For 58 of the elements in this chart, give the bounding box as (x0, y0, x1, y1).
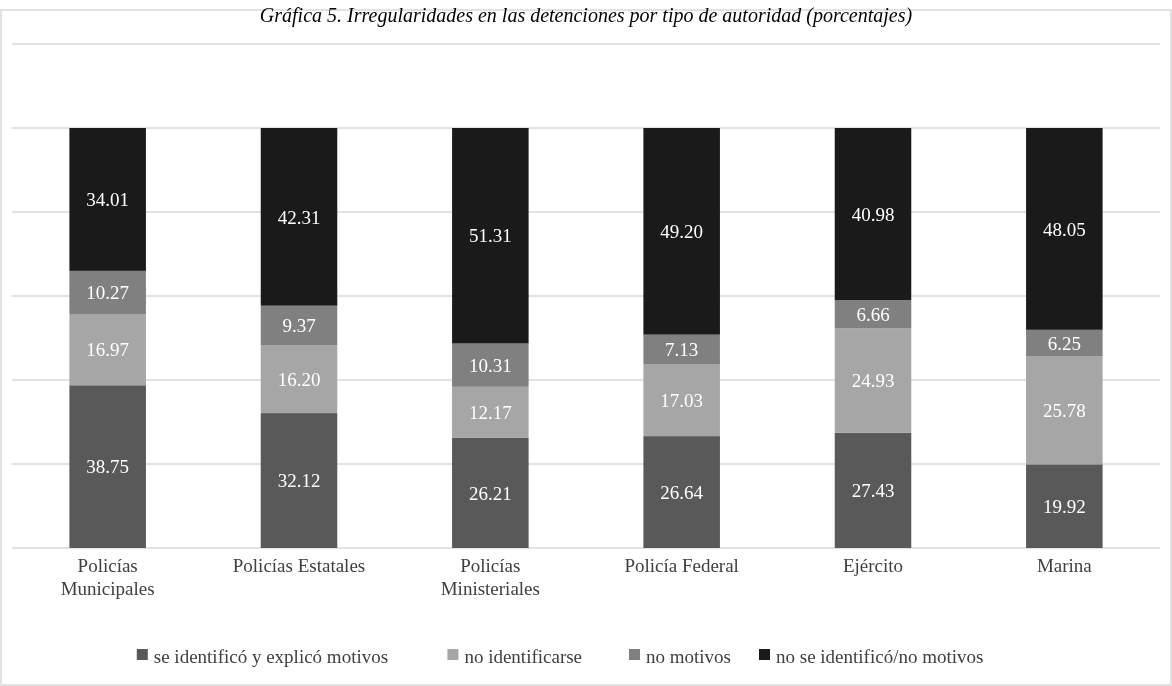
data-label: 24.93 (851, 370, 895, 392)
data-label: 16.97 (86, 339, 130, 361)
data-label: 48.05 (1042, 218, 1086, 240)
x-tick-label: Policía Federal (624, 555, 739, 576)
data-label: 27.43 (851, 480, 895, 502)
x-tick-label: Policías Municipales (60, 555, 155, 599)
bar (643, 128, 720, 335)
chart-title: Gráfica 5. Irregularidades en las detenciones por tipo de autoridad (porcentajes) (259, 4, 913, 27)
data-label: 34.01 (86, 189, 130, 211)
data-label: 16.20 (277, 368, 321, 390)
data-label: 12.17 (468, 402, 512, 424)
data-label: 6.25 (1047, 332, 1081, 354)
bar (260, 128, 338, 306)
bar (452, 386, 529, 438)
bar (452, 437, 529, 548)
bar (1026, 464, 1103, 548)
bar (260, 305, 338, 346)
data-label: 10.27 (86, 282, 130, 304)
data-label: 26.21 (468, 482, 512, 504)
bar (1026, 128, 1103, 330)
data-label: 9.37 (282, 315, 316, 337)
bar (834, 432, 912, 548)
data-label: 6.66 (856, 303, 890, 325)
legend-label: no motivos (646, 645, 731, 667)
bar (834, 328, 912, 433)
data-label: 10.31 (468, 354, 512, 376)
data-label: 49.20 (660, 220, 704, 242)
bar (643, 334, 720, 365)
bar (1026, 356, 1103, 465)
data-label: 51.31 (468, 225, 512, 247)
x-tick-label: Marina (1036, 555, 1093, 576)
bar (260, 413, 338, 548)
bar (69, 385, 146, 548)
data-label: 38.75 (86, 456, 130, 478)
legend-label: no se identificó/no motivos (776, 645, 984, 667)
bar (643, 364, 720, 437)
bar (452, 128, 529, 344)
x-tick-label: Policías Ministeriales (440, 555, 540, 599)
data-label: 17.03 (660, 390, 704, 411)
bar (834, 128, 912, 301)
bar (69, 128, 146, 271)
bar (452, 343, 529, 387)
bar (643, 436, 720, 548)
data-label: 32.12 (277, 470, 321, 492)
data-label: 42.31 (277, 206, 321, 228)
data-label: 7.13 (665, 339, 699, 361)
bar (1026, 329, 1103, 357)
legend-label: no identificarse (464, 645, 583, 667)
x-tick-label: Ejército (842, 555, 904, 576)
data-label: 26.64 (660, 481, 704, 503)
bar (69, 313, 146, 386)
bar (260, 345, 338, 414)
data-label: 25.78 (1042, 399, 1086, 421)
bar (69, 270, 146, 314)
data-label: 40.98 (851, 203, 895, 225)
data-label: 19.92 (1042, 495, 1086, 517)
x-tick-label: Policías Estatales (232, 555, 366, 576)
legend-label: se identificó y explicó motivos (153, 645, 389, 667)
